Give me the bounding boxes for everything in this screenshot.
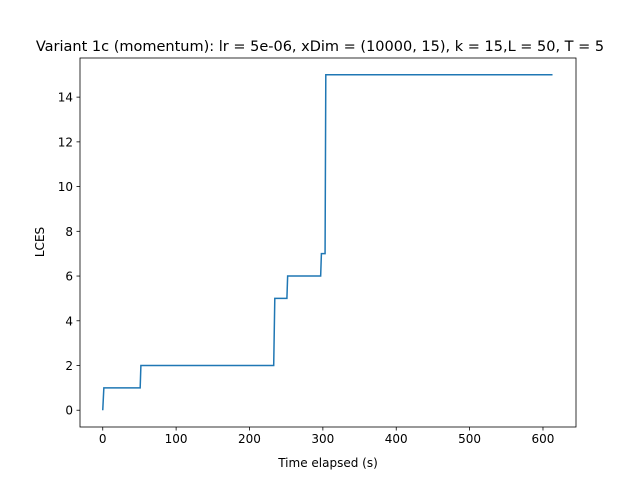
x-tick-label: 400 <box>385 432 408 446</box>
x-tick-label: 100 <box>165 432 188 446</box>
y-tick-label: 6 <box>65 270 73 284</box>
x-tick-label: 300 <box>311 432 334 446</box>
axes-frame <box>79 57 577 428</box>
x-tick-label: 200 <box>238 432 261 446</box>
y-tick-label: 2 <box>65 359 73 373</box>
y-tick-label: 12 <box>58 135 73 149</box>
y-tick-label: 8 <box>65 225 73 239</box>
chart-title: Variant 1c (momentum): lr = 5e-06, xDim … <box>36 39 604 55</box>
x-tick-label: 0 <box>99 432 107 446</box>
series-line-lces <box>102 74 553 411</box>
x-axis-label: Time elapsed (s) <box>277 456 378 470</box>
y-tick-label: 14 <box>58 91 73 105</box>
x-tick-label: 600 <box>532 432 555 446</box>
y-tick-label: 0 <box>65 404 73 418</box>
y-tick-label: 4 <box>65 314 73 328</box>
axis-ticks: 0 100 200 300 400 500 600 0 2 4 6 8 10 12 14 <box>58 91 555 446</box>
y-tick-label: 10 <box>58 180 73 194</box>
y-axis-label: LCES <box>33 227 47 257</box>
x-tick-label: 500 <box>458 432 481 446</box>
